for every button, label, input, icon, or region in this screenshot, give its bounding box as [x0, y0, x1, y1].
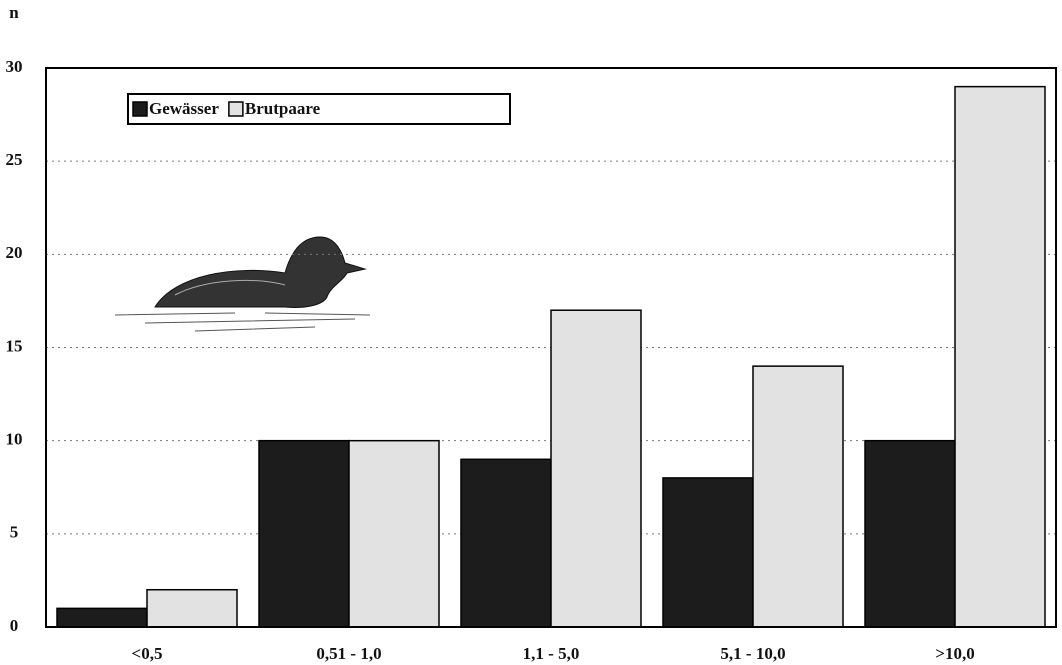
- y-tick-label: 0: [10, 616, 19, 635]
- plot-frame: [45, 67, 1057, 628]
- bar: [460, 458, 552, 628]
- bar: [662, 477, 754, 628]
- x-tick-label: 1,1 - 5,0: [523, 644, 580, 663]
- bar: [864, 439, 956, 628]
- legend-swatch: [132, 101, 148, 117]
- x-tick-label: 5,1 - 10,0: [720, 644, 785, 663]
- bar: [550, 309, 642, 628]
- x-tick-label: 0,51 - 1,0: [316, 644, 381, 663]
- x-tick-label: >10,0: [935, 644, 974, 663]
- bar: [954, 85, 1046, 628]
- y-axis-label: n: [9, 3, 19, 22]
- legend-label: Brutpaare: [245, 99, 321, 118]
- bar: [146, 588, 238, 628]
- y-tick-label: 10: [6, 430, 23, 449]
- legend-label: Gewässer: [149, 99, 219, 118]
- y-tick-label: 5: [10, 523, 19, 542]
- bar: [348, 439, 440, 628]
- bar: [258, 439, 350, 628]
- y-tick-label: 15: [6, 336, 23, 355]
- y-tick-label: 30: [6, 57, 23, 76]
- legend-swatch: [228, 101, 244, 117]
- bar: [752, 365, 844, 628]
- bar: [56, 607, 148, 628]
- duck-illustration: [114, 236, 371, 332]
- y-tick-label: 25: [6, 150, 23, 169]
- legend-box: [127, 93, 511, 125]
- x-tick-label: <0,5: [132, 644, 163, 663]
- legend: Gewässer Brutpaare: [127, 93, 511, 125]
- y-tick-label: 20: [6, 243, 23, 262]
